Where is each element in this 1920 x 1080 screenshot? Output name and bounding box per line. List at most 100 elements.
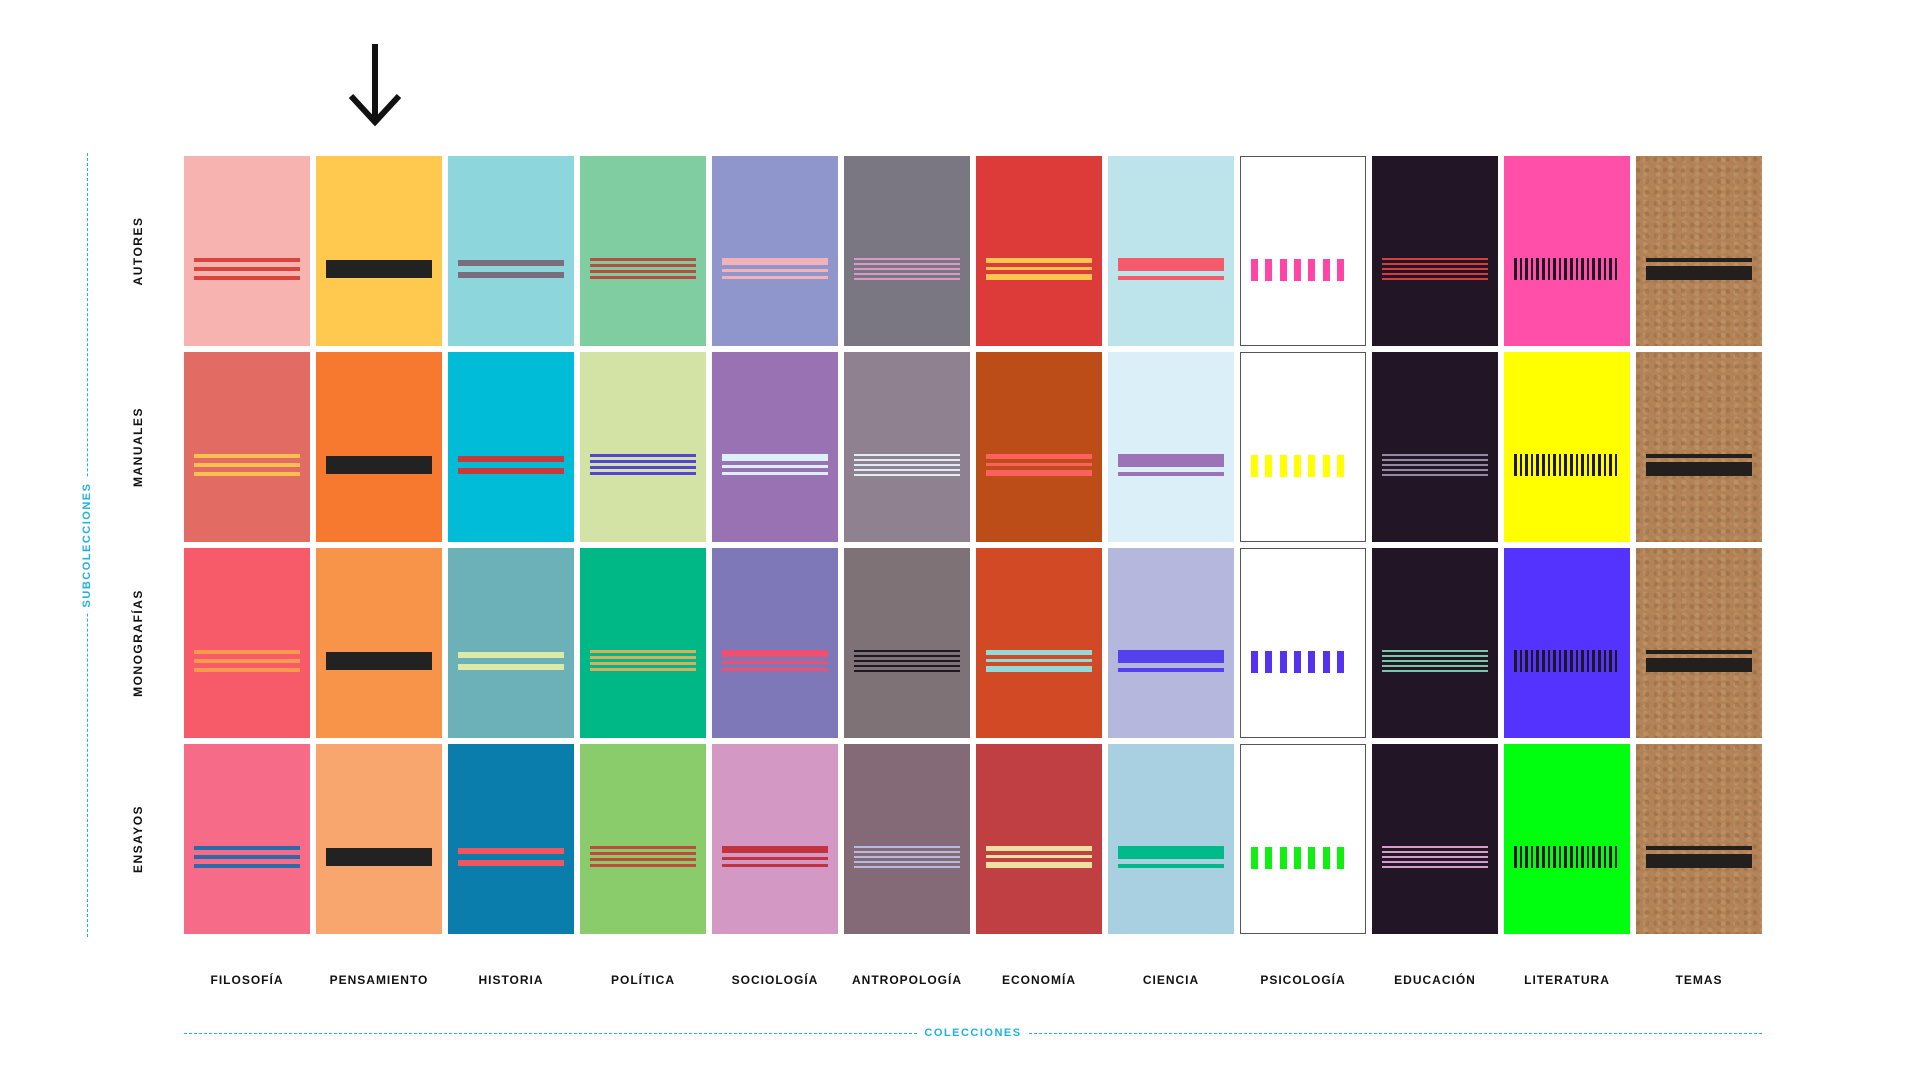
column-label-historia: HISTORIA [478,973,544,987]
cover-6-3 [844,548,970,738]
stripe-bar [986,267,1092,270]
stripe-bar [722,650,828,657]
cover-stripe-motif [854,258,960,280]
cover-3-2 [448,352,574,542]
stripe-tick [1592,454,1595,476]
cover-12-1 [1636,156,1762,346]
cover-2-4 [316,744,442,934]
stripe-bar [854,665,960,667]
stripe-tick [1542,650,1545,672]
cover-stripe-motif [1514,650,1620,672]
stripe-dash [1293,455,1301,477]
stripe-tick [1536,454,1539,476]
stripe-tick [1570,650,1573,672]
cover-9-1 [1240,156,1366,346]
stripe-tick [1519,258,1523,280]
stripe-bar [854,655,960,657]
stripe-bar [590,472,696,475]
stripe-bar [590,466,696,469]
stripe-tick [1519,846,1523,868]
stripe-bar [1382,660,1488,662]
cover-10-2 [1372,352,1498,542]
column-label-educacion: EDUCACIÓN [1394,973,1476,987]
stripe-tick [1586,454,1590,476]
stripe-bar [1646,846,1752,850]
cover-stripe-motif [722,650,828,672]
stripe-dash [1293,847,1301,869]
stripe-tick [1598,650,1601,672]
stripe-dash [1336,259,1344,281]
stripe-bar [194,668,300,672]
stripe-bar [326,652,432,670]
cover-stripe-motif [1382,454,1488,476]
stripe-bar [326,260,432,278]
stripe-dash [1308,847,1316,869]
stripe-bar [590,460,696,463]
stripe-dash [1279,259,1287,281]
cover-stripe-motif [1382,846,1488,868]
column-label-temas: TEMAS [1675,973,1723,987]
cover-stripe-motif [1251,847,1355,869]
stripe-tick [1592,846,1595,868]
cover-stripe-motif [194,454,300,476]
stripe-bar [1382,866,1488,868]
stripe-dash [1308,455,1316,477]
stripe-tick [1553,454,1556,476]
stripe-tick [1536,258,1539,280]
cover-8-2 [1108,352,1234,542]
stripe-bar [986,463,1092,466]
stripe-bar [986,470,1092,476]
stripe-bar [986,855,1092,858]
column-label-sociologia: SOCIOLOGÍA [731,973,819,987]
stripe-bar [722,465,828,468]
stripe-tick [1530,258,1534,280]
stripe-bar [854,278,960,280]
stripe-tick [1614,846,1618,868]
stripe-tick [1614,650,1618,672]
stripe-tick [1542,454,1545,476]
stripe-tick [1530,650,1534,672]
stripe-dash [1308,259,1316,281]
cover-stripe-motif [1251,651,1355,673]
cover-stripe-motif [590,258,696,280]
stripe-tick [1564,258,1567,280]
stripe-tick [1536,650,1539,672]
cover-stripe-motif [458,454,564,476]
stripe-bar [1382,459,1488,461]
stripe-bar [194,846,300,850]
stripe-bar [590,650,696,653]
stripe-tick [1575,650,1579,672]
stripe-bar [986,862,1092,868]
cover-stripe-motif [1646,846,1752,868]
cover-stripe-motif [590,846,696,868]
stripe-bar [1646,658,1752,672]
cover-7-4 [976,744,1102,934]
stripe-dash [1279,455,1287,477]
stripe-bar [590,454,696,457]
cover-12-2 [1636,352,1762,542]
cover-stripe-motif [326,258,432,280]
cover-stripe-motif [854,454,960,476]
stripe-dash [1322,651,1330,673]
stripe-bar [326,848,432,866]
stripe-bar [1382,856,1488,858]
stripe-bar [590,846,696,849]
cover-3-4 [448,744,574,934]
cover-11-4 [1504,744,1630,934]
stripe-bar [854,861,960,863]
stripe-tick [1598,846,1601,868]
stripe-tick [1542,258,1545,280]
stripe-dash [1322,455,1330,477]
cover-stripe-motif [722,258,828,280]
cover-3-1 [448,156,574,346]
stripe-bar [1382,655,1488,657]
stripe-bar [1382,650,1488,652]
stripe-tick [1525,258,1528,280]
stripe-tick [1603,650,1607,672]
stripe-bar [590,858,696,861]
stripe-tick [1570,846,1573,868]
cover-stripe-motif [1251,259,1355,281]
cover-4-3 [580,548,706,738]
stripe-dash [1279,651,1287,673]
stripe-dash [1322,259,1330,281]
